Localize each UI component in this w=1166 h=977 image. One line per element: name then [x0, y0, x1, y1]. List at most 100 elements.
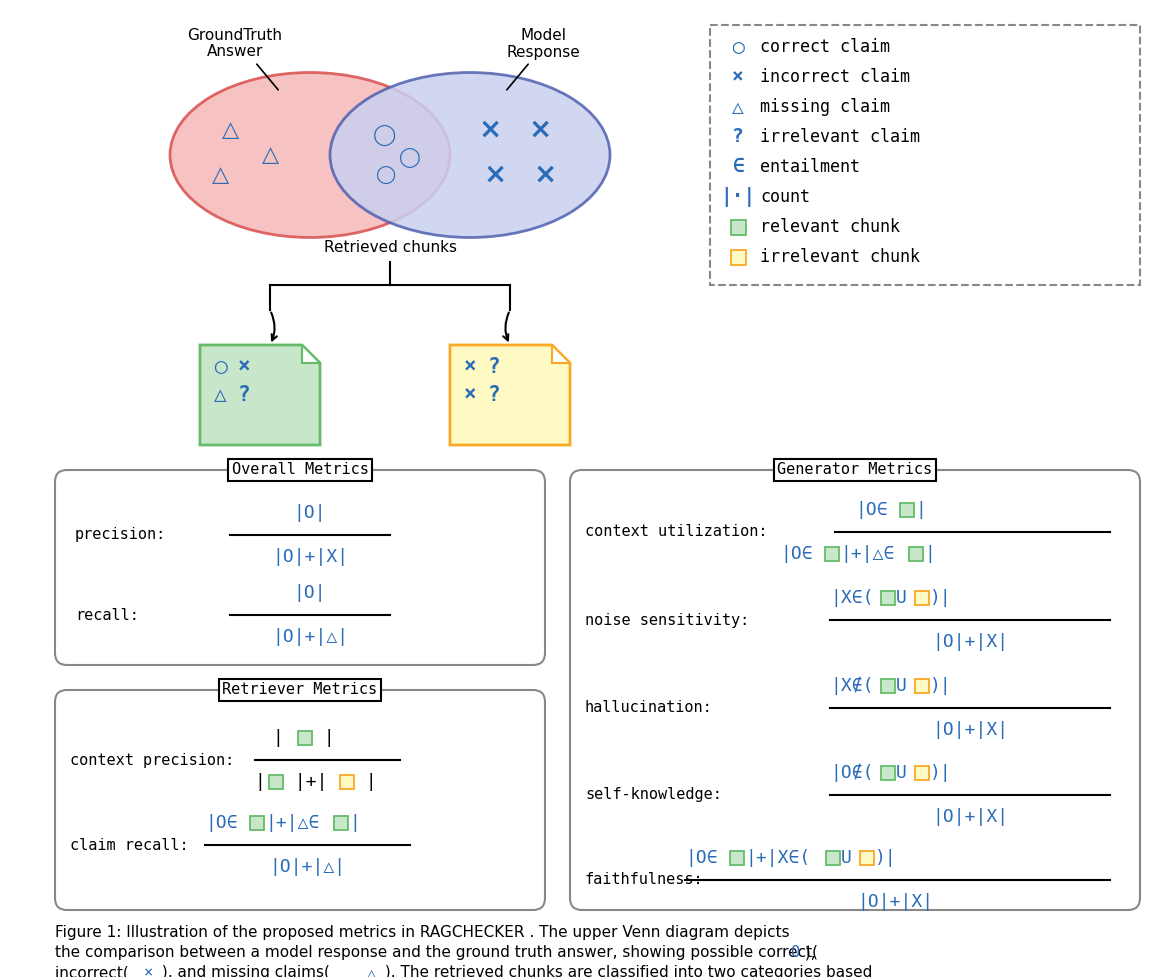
Text: |O|+|△|: |O|+|△| — [272, 628, 349, 646]
FancyBboxPatch shape — [55, 470, 545, 665]
FancyBboxPatch shape — [340, 775, 354, 789]
FancyBboxPatch shape — [250, 816, 264, 830]
Text: context utilization:: context utilization: — [585, 525, 767, 539]
Text: ◯: ◯ — [732, 37, 744, 57]
Text: ), and missing claims(: ), and missing claims( — [157, 965, 335, 977]
Text: |X∈(: |X∈( — [830, 589, 873, 607]
FancyBboxPatch shape — [915, 679, 929, 693]
FancyBboxPatch shape — [881, 766, 895, 780]
Text: |O|+|X|: |O|+|X| — [857, 893, 933, 911]
Text: Retrieved chunks: Retrieved chunks — [323, 240, 457, 256]
Text: ×: × — [478, 116, 501, 144]
Text: ?: ? — [489, 357, 500, 377]
Text: ◯: ◯ — [215, 357, 226, 377]
Text: the comparison between a model response and the ground truth answer, showing pos: the comparison between a model response … — [55, 945, 823, 960]
Text: |: | — [915, 501, 926, 519]
Text: ×: × — [464, 385, 477, 405]
Text: irrelevant claim: irrelevant claim — [760, 128, 920, 146]
Text: |O|: |O| — [294, 584, 326, 602]
FancyBboxPatch shape — [55, 690, 545, 910]
Polygon shape — [302, 345, 319, 363]
Text: GroundTruth: GroundTruth — [188, 27, 282, 43]
Text: recall:: recall: — [75, 608, 139, 622]
Text: )|: )| — [930, 677, 951, 695]
Text: Model: Model — [520, 27, 566, 43]
Text: |O|+|X|: |O|+|X| — [932, 808, 1009, 826]
Text: ∈: ∈ — [732, 157, 744, 177]
Text: ◯: ◯ — [373, 124, 396, 146]
FancyBboxPatch shape — [333, 816, 347, 830]
Text: |: | — [273, 729, 295, 747]
FancyBboxPatch shape — [915, 766, 929, 780]
Text: ×: × — [528, 116, 552, 144]
Text: ◯: ◯ — [399, 148, 421, 168]
Text: |+|△∈: |+|△∈ — [265, 814, 319, 832]
Text: U: U — [895, 589, 907, 607]
Text: |O|+|X|: |O|+|X| — [272, 548, 349, 566]
Text: ×: × — [238, 357, 251, 377]
Text: |+|X∈(: |+|X∈( — [745, 849, 810, 867]
FancyBboxPatch shape — [881, 679, 895, 693]
Text: ×: × — [484, 161, 506, 189]
Text: claim recall:: claim recall: — [70, 837, 189, 853]
FancyBboxPatch shape — [881, 591, 895, 605]
Text: ×: × — [732, 67, 744, 87]
Text: |O∈: |O∈ — [780, 545, 813, 563]
FancyBboxPatch shape — [730, 851, 744, 865]
Text: ?: ? — [238, 385, 251, 405]
Text: |O|+|△|: |O|+|△| — [269, 858, 345, 876]
FancyBboxPatch shape — [861, 851, 874, 865]
FancyBboxPatch shape — [909, 547, 923, 561]
Text: Answer: Answer — [206, 45, 264, 60]
Text: |: | — [255, 773, 276, 791]
FancyBboxPatch shape — [269, 775, 283, 789]
Text: ),: ), — [800, 945, 816, 960]
Text: Generator Metrics: Generator Metrics — [778, 462, 933, 478]
Text: ?: ? — [489, 385, 500, 405]
Polygon shape — [552, 345, 570, 363]
Text: △: △ — [211, 165, 229, 185]
Text: |+|△∈: |+|△∈ — [840, 545, 894, 563]
Text: hallucination:: hallucination: — [585, 701, 712, 715]
Text: |: | — [923, 545, 935, 563]
Text: self-knowledge:: self-knowledge: — [585, 787, 722, 802]
Text: |: | — [312, 729, 335, 747]
Text: U: U — [895, 677, 907, 695]
Text: incorrect claim: incorrect claim — [760, 68, 909, 86]
Text: |O∈: |O∈ — [684, 849, 717, 867]
Text: Response: Response — [506, 45, 580, 60]
Text: |O∈: |O∈ — [855, 501, 887, 519]
Text: ◯: ◯ — [375, 166, 395, 184]
Text: ×: × — [533, 161, 556, 189]
Text: precision:: precision: — [75, 528, 167, 542]
Text: context precision:: context precision: — [70, 752, 234, 768]
Text: |: | — [354, 773, 377, 791]
Text: ?: ? — [732, 128, 744, 147]
Text: noise sensitivity:: noise sensitivity: — [585, 613, 750, 627]
Text: |O|: |O| — [294, 504, 326, 522]
Text: missing claim: missing claim — [760, 98, 890, 116]
Text: entailment: entailment — [760, 158, 861, 176]
Text: )|: )| — [930, 589, 951, 607]
Text: Figure 1: Illustration of the proposed metrics in RAGCHECKER . The upper Venn di: Figure 1: Illustration of the proposed m… — [55, 925, 789, 940]
Ellipse shape — [330, 72, 610, 237]
Text: )|: )| — [930, 764, 951, 782]
Polygon shape — [201, 345, 319, 445]
Text: ×: × — [464, 357, 477, 377]
FancyBboxPatch shape — [915, 591, 929, 605]
Text: △: △ — [215, 385, 226, 405]
FancyBboxPatch shape — [826, 547, 840, 561]
Polygon shape — [450, 345, 570, 445]
Text: irrelevant chunk: irrelevant chunk — [760, 248, 920, 266]
Text: relevant chunk: relevant chunk — [760, 218, 900, 236]
Ellipse shape — [170, 72, 450, 237]
Text: |O|+|X|: |O|+|X| — [932, 721, 1009, 739]
Text: Overall Metrics: Overall Metrics — [232, 462, 368, 478]
Text: |O|+|X|: |O|+|X| — [932, 633, 1009, 651]
Text: ). The retrieved chunks are classified into two categories based: ). The retrieved chunks are classified i… — [380, 965, 872, 977]
FancyBboxPatch shape — [570, 470, 1140, 910]
Text: O: O — [791, 945, 799, 960]
Text: faithfulness:: faithfulness: — [585, 872, 703, 887]
Text: |X∉(: |X∉( — [830, 677, 873, 696]
Text: △: △ — [261, 145, 279, 165]
